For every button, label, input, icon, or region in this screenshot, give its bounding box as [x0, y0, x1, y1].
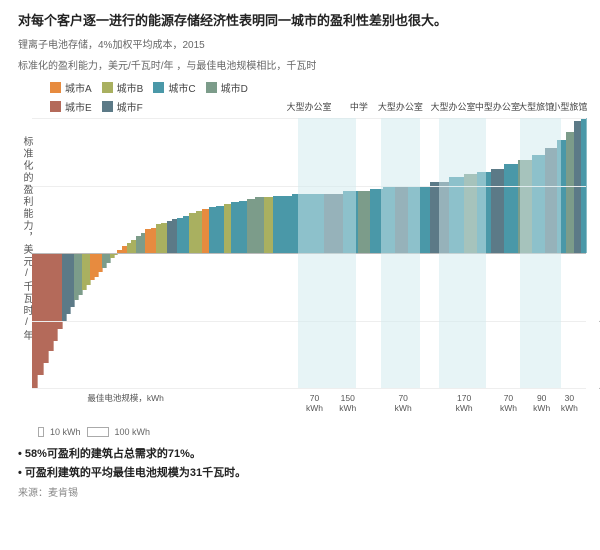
highlight-band	[439, 118, 486, 388]
legend-label: 城市D	[221, 80, 248, 95]
legend-label: 城市C	[168, 80, 195, 95]
subtitle-1: 锂离子电池存储，4%加权平均成本，2015	[18, 39, 586, 54]
legend-swatch	[153, 82, 164, 93]
highlight-band	[381, 118, 420, 388]
bullet: • 58%可盈利的建筑占总需求的71%。	[18, 445, 586, 461]
legend-item: 城市F	[102, 99, 143, 114]
bullet: • 可盈利建筑的平均最佳电池规模为31千瓦时。	[18, 464, 586, 480]
bar-scale-legend: 10 kWh 100 kWh	[38, 427, 150, 437]
highlight-band	[298, 118, 356, 388]
x-tick-label: 170kWh	[456, 393, 473, 413]
legend-item: 城市A	[50, 80, 92, 95]
bar	[504, 164, 520, 253]
source: 来源：麦肯锡	[18, 484, 586, 499]
scale-small-icon	[38, 427, 44, 437]
legend-label: 城市B	[117, 80, 144, 95]
x-tick-label: 150kWh	[339, 393, 356, 413]
building-type-label: 中学	[350, 100, 368, 113]
legend-label: 城市E	[65, 99, 92, 114]
legend-swatch	[102, 82, 113, 93]
scale-small-label: 10 kWh	[50, 427, 81, 437]
page: 对每个客户逐一进行的能源存储经济性表明同一城市的盈利性差别也很大。 锂离子电池存…	[0, 0, 600, 550]
plot: 大型办公室中学大型办公室大型办公室中型办公室大型旅馆小型旅馆 -80-40040…	[32, 118, 586, 389]
building-type-label: 大型办公室	[286, 100, 331, 113]
chart-title: 对每个客户逐一进行的能源存储经济性表明同一城市的盈利性差别也很大。	[18, 10, 586, 29]
legend-swatch	[50, 82, 61, 93]
legend-swatch	[206, 82, 217, 93]
legend-swatch	[50, 101, 61, 112]
scale-large-label: 100 kWh	[115, 427, 151, 437]
legend-item: 城市B	[102, 80, 144, 95]
building-type-label: 大型旅馆	[518, 100, 554, 113]
building-type-label: 大型办公室	[378, 100, 423, 113]
x-tick-label: 90kWh	[533, 393, 550, 413]
legend-item: 城市D	[206, 80, 248, 95]
x-tick-label: 70kWh	[306, 393, 323, 413]
x-axis-note: 最佳电池规模，kWh	[87, 393, 164, 403]
x-tick-label: 70kWh	[500, 393, 517, 413]
x-axis-area: 10 kWh 100 kWh 最佳电池规模，kWh 70kWh 150kWh 70kW…	[32, 391, 586, 437]
building-type-label: 大型办公室	[431, 100, 476, 113]
y-axis-label: 标准化的盈利能力，美元/千瓦时/年	[18, 118, 32, 342]
x-tick-label: 30kWh	[561, 393, 578, 413]
legend-label: 城市F	[117, 99, 143, 114]
x-tick-label: 70kWh	[395, 393, 412, 413]
legend-item: 城市E	[50, 99, 92, 114]
legend-item: 城市C	[153, 80, 195, 95]
building-type-label: 中型办公室	[475, 100, 520, 113]
building-type-label: 小型旅馆	[551, 100, 587, 113]
legend-swatch	[102, 101, 113, 112]
highlight-band	[520, 118, 562, 388]
bullets: • 58%可盈利的建筑占总需求的71%。 • 可盈利建筑的平均最佳电池规模为31千…	[18, 445, 586, 480]
legend-label: 城市A	[65, 80, 92, 95]
bar	[491, 169, 505, 253]
scale-large-icon	[87, 427, 109, 437]
chart-area: 标准化的盈利能力，美元/千瓦时/年 大型办公室中学大型办公室大型办公室中型办公室…	[18, 118, 586, 437]
legend: 城市A 城市B 城市C 城市D 城市E 城市F	[50, 80, 280, 114]
subtitle-2: 标准化的盈利能力，美元/千瓦时/年 ，与最佳电池规模相比，千瓦时	[18, 60, 586, 75]
